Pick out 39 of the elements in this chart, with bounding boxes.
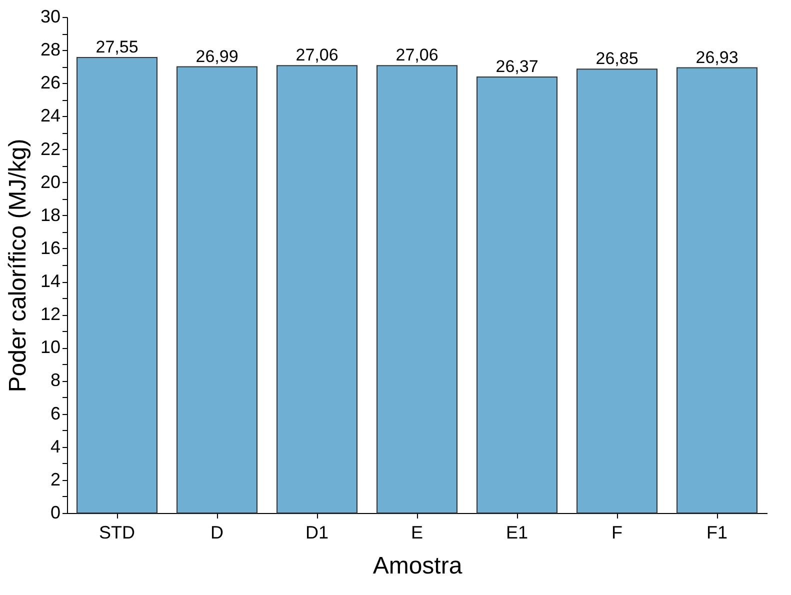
- y-tick-label: 8: [50, 370, 60, 390]
- x-tick-label: D1: [305, 522, 329, 542]
- x-tick-label: F: [612, 522, 622, 542]
- bar: [676, 67, 758, 514]
- bar: [176, 66, 258, 514]
- y-tick-label: 20: [40, 172, 60, 192]
- y-tick-label: 24: [40, 106, 60, 126]
- y-tick-label: 28: [40, 40, 60, 60]
- y-axis-title: Poder calorífico (MJ/kg): [4, 138, 32, 392]
- y-tick-label: 14: [40, 271, 60, 292]
- x-axis-title: Amostra: [372, 552, 463, 580]
- bar: [476, 76, 558, 514]
- y-tick-label: 2: [50, 469, 60, 490]
- data-label: 26,37: [496, 57, 538, 76]
- y-tick-label: 22: [40, 138, 60, 159]
- y-tick-label: 16: [40, 238, 60, 258]
- y-tick-label: 10: [40, 337, 60, 358]
- y-tick-label: 30: [40, 6, 60, 26]
- y-tick-label: 4: [50, 436, 60, 456]
- data-label: 26,85: [596, 49, 638, 68]
- data-label: 27,06: [396, 46, 438, 65]
- bar: [276, 65, 358, 514]
- data-label: 26,99: [196, 46, 238, 66]
- bar: [76, 57, 158, 514]
- x-tick-label: F1: [706, 522, 728, 542]
- y-tick-label: 12: [40, 304, 60, 324]
- data-label: 27,06: [296, 46, 338, 65]
- x-tick-label: E: [410, 522, 424, 542]
- x-tick-label: STD: [99, 522, 135, 542]
- bar: [576, 68, 658, 514]
- data-label: 27,55: [96, 38, 138, 57]
- y-tick-label: 26: [40, 72, 60, 93]
- y-tick-label: 0: [50, 502, 60, 522]
- data-label: 26,93: [696, 48, 738, 67]
- y-tick-label: 18: [40, 204, 60, 225]
- bar: [376, 65, 458, 514]
- x-tick-label: E1: [506, 522, 528, 542]
- y-tick-label: 6: [50, 403, 60, 424]
- x-tick-label: D: [210, 522, 224, 542]
